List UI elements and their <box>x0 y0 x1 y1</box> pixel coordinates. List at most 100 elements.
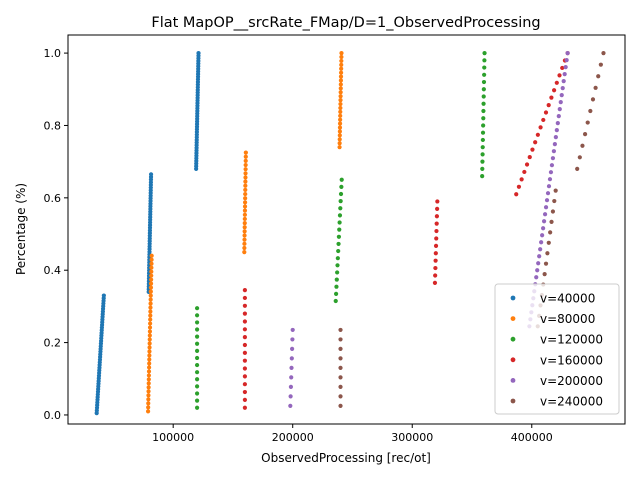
data-point <box>148 172 154 177</box>
data-point <box>242 208 248 213</box>
data-point <box>552 88 557 93</box>
data-point <box>480 130 486 135</box>
data-point <box>337 129 342 134</box>
data-point <box>516 184 522 189</box>
legend-marker <box>510 357 516 363</box>
data-point <box>290 337 295 342</box>
data-point <box>338 375 343 380</box>
data-point <box>553 135 558 140</box>
y-tick-label: 0.2 <box>44 337 62 350</box>
data-point <box>537 254 542 259</box>
data-point <box>242 237 247 242</box>
data-point <box>533 140 538 145</box>
data-point <box>194 377 200 382</box>
data-point <box>149 269 154 274</box>
data-point <box>335 263 340 268</box>
data-point <box>148 321 153 326</box>
data-point <box>547 177 553 182</box>
series-2 <box>194 50 487 410</box>
data-point <box>147 325 153 330</box>
data-point <box>194 348 200 353</box>
data-point <box>243 175 248 180</box>
data-point <box>481 87 486 92</box>
data-point <box>549 163 555 168</box>
series-1 <box>145 50 344 414</box>
data-point <box>480 137 485 143</box>
data-point <box>534 275 539 280</box>
data-point <box>519 177 524 182</box>
data-point <box>541 117 546 123</box>
data-point <box>147 357 152 362</box>
data-point <box>335 270 340 275</box>
data-point <box>146 373 152 378</box>
data-point <box>480 159 485 164</box>
legend-label: v=120000 <box>540 333 603 347</box>
data-point <box>433 258 438 263</box>
data-point <box>243 154 248 159</box>
legend-label: v=160000 <box>540 353 603 367</box>
data-point <box>480 145 485 150</box>
data-point <box>288 394 293 399</box>
data-point <box>541 226 546 231</box>
legend-label: v=240000 <box>540 395 603 409</box>
data-point <box>243 196 248 201</box>
data-point <box>549 95 554 100</box>
data-point <box>145 409 151 414</box>
data-point <box>482 65 487 70</box>
data-point <box>563 65 568 70</box>
data-point <box>541 219 547 224</box>
data-point <box>338 384 343 390</box>
data-point <box>333 291 339 296</box>
data-point <box>243 158 248 163</box>
data-point <box>242 229 247 234</box>
data-point <box>481 79 487 85</box>
data-point <box>538 247 543 252</box>
x-axis-ticks: 100000 200000 300000 400000 <box>152 424 553 444</box>
data-point <box>338 365 343 371</box>
data-point <box>243 187 248 193</box>
data-point <box>585 120 590 125</box>
x-tick-label: 300000 <box>391 431 433 444</box>
data-point <box>149 277 154 282</box>
data-point <box>243 179 248 184</box>
y-axis-label: Percentage (%) <box>14 183 28 275</box>
data-point <box>147 337 152 342</box>
data-point <box>242 405 247 410</box>
data-point <box>148 305 153 310</box>
data-point <box>289 365 294 371</box>
data-point <box>242 288 247 293</box>
legend-box <box>494 283 620 415</box>
data-point <box>242 295 247 301</box>
data-point <box>555 121 560 126</box>
data-point <box>337 220 342 225</box>
data-point <box>552 198 557 204</box>
data-point <box>334 277 339 282</box>
data-point <box>550 209 556 214</box>
data-point <box>338 206 343 211</box>
data-point <box>577 155 582 160</box>
data-point <box>146 405 151 410</box>
data-point <box>147 361 152 366</box>
data-point <box>242 335 247 340</box>
data-point <box>535 268 540 273</box>
data-point <box>243 171 248 176</box>
x-tick-label: 200000 <box>272 431 314 444</box>
y-axis-ticks: 0.0 0.2 0.4 0.6 0.8 1.0 <box>44 47 68 422</box>
data-point <box>565 50 570 56</box>
data-point <box>338 101 343 107</box>
data-point <box>339 177 344 182</box>
data-point <box>562 72 567 77</box>
data-point <box>539 240 544 245</box>
data-point <box>482 72 487 77</box>
y-tick-label: 1.0 <box>44 47 62 60</box>
data-point <box>333 298 338 304</box>
chart-title: Flat MapOP__srcRate_FMap/D=1_ObservedPro… <box>151 15 540 31</box>
data-point <box>481 101 486 106</box>
data-point <box>542 272 547 277</box>
data-point <box>542 212 548 217</box>
data-point <box>147 353 152 358</box>
data-point <box>433 265 438 271</box>
data-point <box>147 349 152 354</box>
series-0 <box>94 50 201 416</box>
data-point <box>337 141 342 146</box>
